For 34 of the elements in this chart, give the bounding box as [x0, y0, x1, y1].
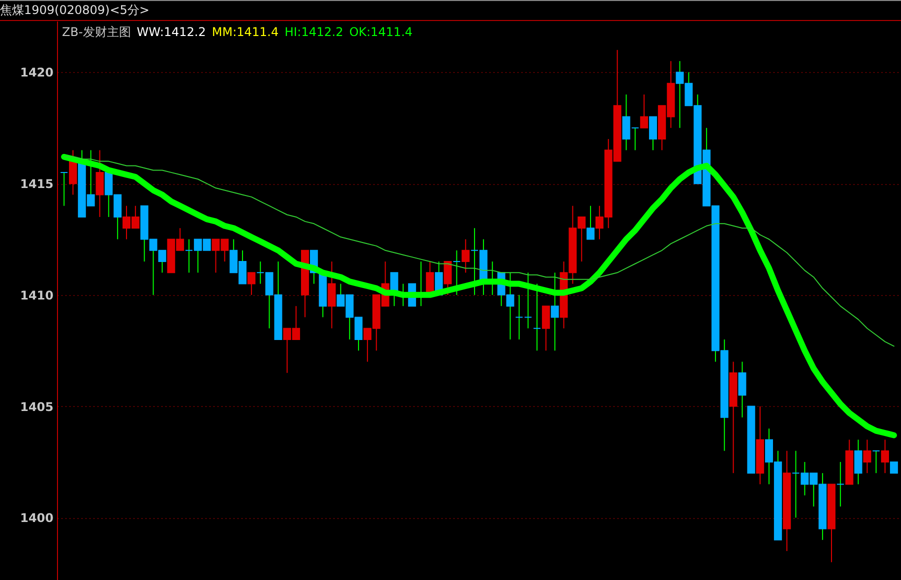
candlestick [533, 283, 541, 352]
candlestick [863, 439, 872, 474]
line-series [64, 156, 894, 347]
y-tick-label: 1415 [20, 177, 54, 192]
candlestick [452, 250, 461, 296]
candlestick [247, 272, 256, 296]
candlestick [68, 150, 77, 196]
candlestick [524, 272, 532, 329]
chart-subtitle: ZB-发财主图 [62, 25, 131, 39]
annotation: HI:1412.2 [284, 25, 344, 39]
candlestick [836, 461, 844, 508]
annotation: WW:1412.2 [136, 25, 206, 39]
y-tick-label: 1405 [20, 400, 54, 414]
chart-title: 焦煤1909(020809)<5分> [0, 0, 901, 21]
annotation: OK:1411.4 [349, 25, 413, 39]
candlestick [881, 439, 890, 474]
candlestick [854, 439, 862, 485]
candlestick [462, 238, 470, 274]
candlestick [649, 116, 657, 151]
candlestick [542, 306, 550, 352]
candlestick [640, 94, 648, 128]
candlestick [96, 150, 104, 218]
y-tick-label: 1420 [20, 66, 54, 80]
candlestick [550, 272, 559, 352]
candlestick [890, 461, 898, 474]
candlestick [738, 361, 746, 418]
candlestick [872, 450, 880, 474]
y-tick-label: 1410 [20, 288, 54, 302]
candlestick [515, 294, 524, 340]
y-tick-label: 1400 [20, 511, 54, 526]
candlestick [328, 261, 336, 329]
annotation: MM:1411.4 [212, 25, 279, 39]
candlestick [586, 205, 595, 240]
candlestick [60, 172, 68, 206]
